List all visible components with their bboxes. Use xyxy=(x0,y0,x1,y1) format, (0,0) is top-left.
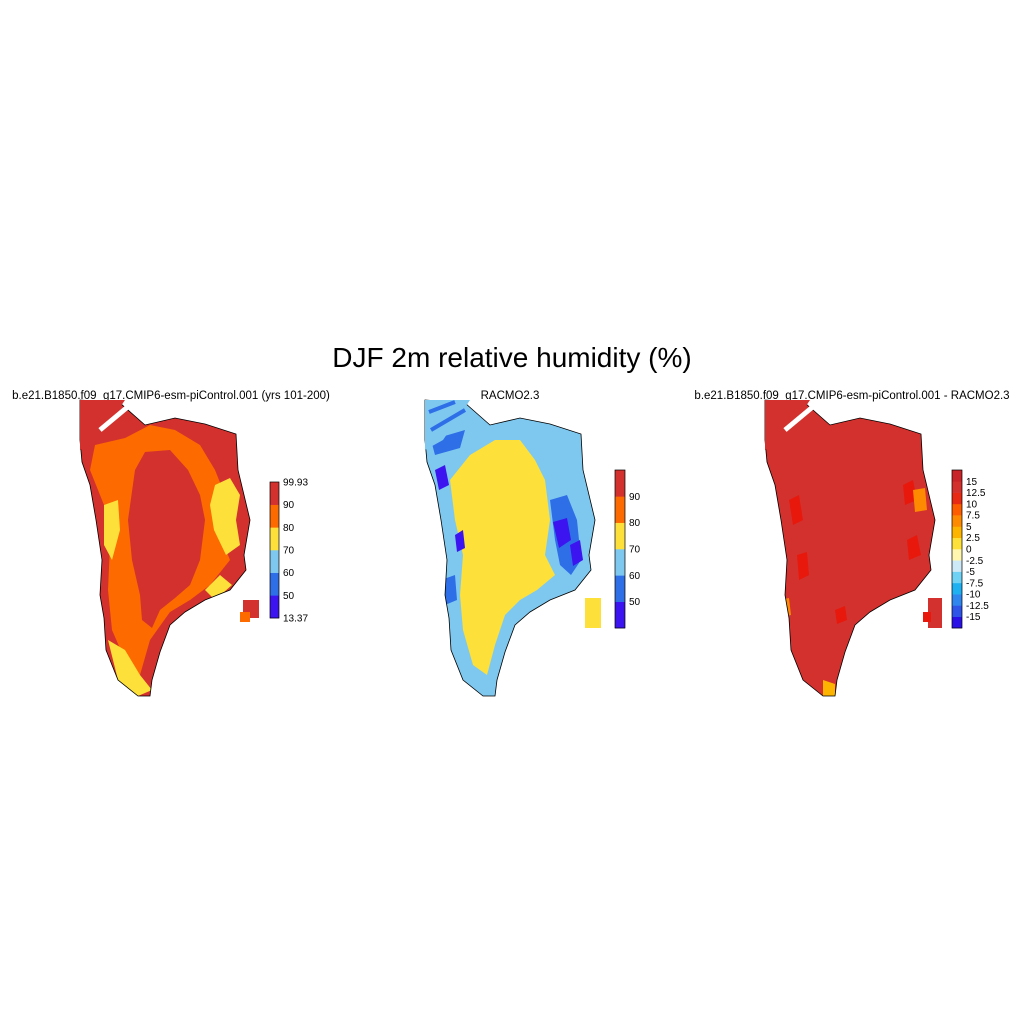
colorbar-swatch xyxy=(952,481,962,493)
colorbar-tick-label: 50 xyxy=(629,597,641,608)
colorbar-tick-label: 60 xyxy=(283,568,295,579)
colorbar-swatch xyxy=(615,575,625,602)
colorbar-tick-label: 0 xyxy=(966,545,972,556)
colorbar-swatch xyxy=(952,470,962,482)
colorbar-swatch xyxy=(952,492,962,505)
colorbar-frame xyxy=(614,469,626,629)
colorbar-swatch xyxy=(952,526,962,539)
map-field-70-80-east-model xyxy=(210,478,240,555)
colorbar-tick-label: 90 xyxy=(629,492,641,503)
colorbar-swatch xyxy=(952,571,962,584)
map-field-nw-stripes-obs xyxy=(428,400,467,432)
colorbar-tick-label: -2.5 xyxy=(966,556,984,567)
colorbar-tick-label: 12.5 xyxy=(966,488,986,499)
colorbar-tick-label: -15 xyxy=(966,612,981,623)
colorbar-tick-label: 13.37 xyxy=(283,614,308,625)
map-field-island2-diff xyxy=(923,612,931,622)
map-gap-nw-diff xyxy=(783,403,817,432)
map-field-lt50-west-obs xyxy=(435,465,465,552)
map-panel-diff xyxy=(764,399,942,697)
map-field-70-80-se-model xyxy=(205,575,232,600)
colorbar-tick-label: -7.5 xyxy=(966,578,984,589)
colorbar-swatch xyxy=(615,470,625,497)
panel-title-model: b.e21.B1850.f09_g17.CMIP6-esm-piControl.… xyxy=(12,390,330,402)
colorbar-tick-label: 80 xyxy=(283,523,295,534)
map-field-diff-10-15 xyxy=(789,480,921,624)
colorbar-tick-label: 99.93 xyxy=(283,478,308,489)
map-field-80-90-model xyxy=(90,425,230,675)
colorbar-frame xyxy=(951,469,963,629)
colorbar-tick-label: 10 xyxy=(966,499,978,510)
colorbar-tick-label: -10 xyxy=(966,590,981,601)
colorbar-swatch xyxy=(952,605,962,618)
colorbar-swatch xyxy=(952,549,962,561)
map-field-70-80-west-model xyxy=(104,500,120,560)
colorbar-swatch xyxy=(615,549,625,576)
colorbar-tick-label: 80 xyxy=(629,518,641,529)
colorbar-tick-label: 90 xyxy=(283,500,295,511)
colorbar-swatch xyxy=(952,594,962,606)
colorbar-tick-label: 7.5 xyxy=(966,511,980,522)
colorbar-swatch xyxy=(952,616,962,629)
colorbar-swatch xyxy=(952,503,962,516)
colorbar-swatch xyxy=(615,601,625,629)
colorbar-tick-label: 15 xyxy=(966,477,978,488)
map-gap-nw-model xyxy=(98,403,132,432)
colorbar-swatch xyxy=(270,595,279,619)
colorbar-tick-label: -12.5 xyxy=(966,601,989,612)
colorbar-swatch xyxy=(270,572,279,596)
map-field-50-60-west-obs xyxy=(431,430,465,605)
colorbar-frame xyxy=(269,481,280,619)
figure-title: DJF 2m relative humidity (%) xyxy=(332,342,692,373)
colorbar-swatch xyxy=(952,582,962,595)
colorbar-swatch xyxy=(270,550,279,573)
colorbar-swatch xyxy=(615,496,625,523)
panel-title-obs: RACMO2.3 xyxy=(480,390,540,402)
map-field-lt50-east-obs xyxy=(553,518,583,566)
map-field-island2-model xyxy=(240,612,250,622)
map-field-diff-2.5-5 xyxy=(823,680,835,696)
colorbar-swatch xyxy=(952,560,962,572)
colorbar-swatch xyxy=(952,537,962,550)
panel-title-diff: b.e21.B1850.f09_g17.CMIP6-esm-piControl.… xyxy=(694,390,1010,402)
colorbar-tick-label: -5 xyxy=(966,567,975,578)
colorbar-tick-label: 50 xyxy=(283,591,295,602)
colorbar-model: 99.93 90 80 70 60 50 13.37 xyxy=(269,478,308,625)
colorbar-obs: 90 80 70 60 50 xyxy=(614,469,641,629)
colorbar-swatch xyxy=(952,515,962,527)
colorbar-tick-label: 2.5 xyxy=(966,533,980,544)
map-field-70-80-obs xyxy=(450,440,555,675)
colorbar-tick-label: 60 xyxy=(629,571,641,582)
colorbar-tick-label: 70 xyxy=(283,546,295,557)
colorbar-swatch xyxy=(270,527,279,551)
map-field-island-obs xyxy=(585,598,601,628)
colorbar-swatch xyxy=(270,482,279,505)
colorbar-tick-label: 70 xyxy=(629,545,641,556)
map-panel-obs xyxy=(424,399,601,697)
map-field-island-diff xyxy=(928,598,942,628)
colorbar-tick-label: 5 xyxy=(966,522,972,533)
map-panel-model xyxy=(80,400,250,696)
map-field-70-80-south-model xyxy=(108,640,152,696)
colorbar-swatch xyxy=(270,504,279,528)
colorbar-swatch xyxy=(615,522,625,550)
